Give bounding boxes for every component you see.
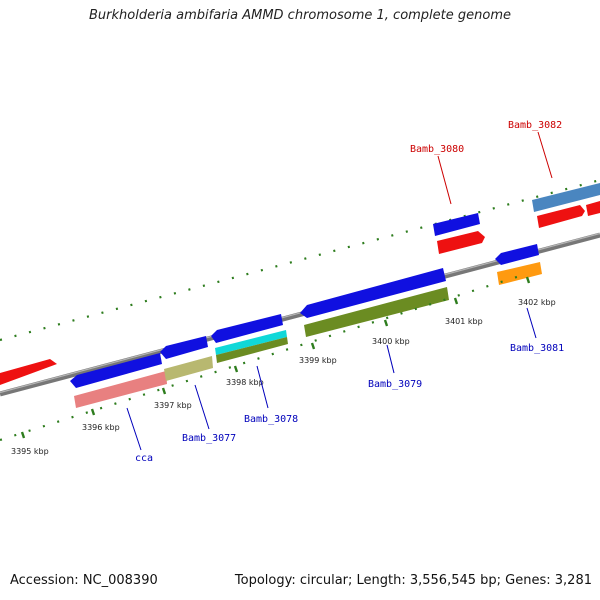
major-tick-3402 — [525, 276, 531, 284]
map-title: Burkholderia ambifaria AMMD chromosome 1… — [88, 8, 512, 23]
accession-text: Accession: NC_008390 — [10, 573, 158, 588]
gene-bar-orange-bamb-3081[interactable] — [497, 262, 542, 285]
gene-label-bamb-3078[interactable]: Bamb_3078 — [244, 414, 298, 425]
rna-bar-olive-bamb-3079[interactable] — [304, 287, 449, 337]
tick-labels: 3395 kbp 3396 kbp 3397 kbp 3398 kbp 3399… — [11, 298, 556, 456]
major-tick-3395 — [20, 431, 26, 439]
leader-line-bamb-3082 — [537, 131, 553, 179]
major-ticks — [20, 276, 531, 439]
rna-bar-olive-bamb-3078[interactable] — [216, 337, 288, 363]
leader-line-bamb-3080 — [437, 155, 452, 205]
major-tick-3396 — [90, 408, 96, 416]
leader-line-cca — [126, 407, 142, 451]
gene-bar-bamb-3082-steel[interactable] — [532, 183, 600, 212]
reverse-gene-labels: cca Bamb_3077 Bamb_3078 Bamb_3079 Bamb_3… — [126, 307, 564, 464]
genome-summary-text: Topology: circular; Length: 3,556,545 bp… — [234, 573, 592, 588]
major-tick-3397 — [161, 387, 167, 395]
gene-bar-bamb-3082-red-1[interactable] — [537, 205, 585, 228]
tick-label-3398: 3398 kbp — [226, 378, 264, 387]
rna-bar-pink-cca[interactable] — [74, 371, 167, 408]
gene-bar-bamb-3080-red[interactable] — [437, 231, 485, 254]
gene-bar-red-left[interactable] — [0, 359, 57, 385]
tick-label-3400: 3400 kbp — [372, 337, 410, 346]
gene-bar-bamb-3082-red-2[interactable] — [586, 201, 600, 216]
leader-line-bamb-3078 — [256, 365, 269, 409]
leader-line-bamb-3081 — [526, 307, 537, 339]
forward-strand-features — [0, 183, 600, 385]
gene-label-bamb-3082[interactable]: Bamb_3082 — [508, 120, 562, 131]
rna-bar-khaki-bamb-3077[interactable] — [164, 356, 213, 381]
major-tick-3399 — [310, 342, 316, 350]
gene-bar-bamb-3080-blue[interactable] — [433, 213, 480, 236]
leader-line-bamb-3077 — [194, 384, 210, 430]
inner-tick-track — [0, 274, 521, 442]
tick-label-3402: 3402 kbp — [518, 298, 556, 307]
reverse-strand-features — [70, 244, 542, 408]
gene-bar-blue-cca[interactable] — [70, 353, 162, 388]
gene-bar-blue-bamb-3078[interactable] — [211, 314, 283, 343]
gene-label-cca[interactable]: cca — [135, 453, 153, 464]
major-tick-3400 — [383, 319, 389, 327]
gene-bar-blue-bamb-3077[interactable] — [160, 336, 208, 359]
rna-bar-cyan-bamb-3078[interactable] — [215, 330, 287, 355]
tick-label-3399: 3399 kbp — [299, 356, 337, 365]
forward-gene-labels: Bamb_3080 Bamb_3082 — [410, 120, 562, 205]
gene-label-bamb-3077[interactable]: Bamb_3077 — [182, 433, 236, 444]
tick-label-3395: 3395 kbp — [11, 447, 49, 456]
tick-label-3397: 3397 kbp — [154, 401, 192, 410]
gene-bar-blue-bamb-3081[interactable] — [495, 244, 539, 265]
gene-label-bamb-3080[interactable]: Bamb_3080 — [410, 144, 464, 155]
tick-label-3401: 3401 kbp — [445, 317, 483, 326]
gene-label-bamb-3081[interactable]: Bamb_3081 — [510, 343, 564, 354]
gene-label-bamb-3079[interactable]: Bamb_3079 — [368, 379, 422, 390]
major-tick-3398 — [233, 365, 239, 373]
gene-bar-blue-bamb-3079[interactable] — [300, 268, 446, 318]
major-tick-3401 — [453, 297, 459, 305]
leader-line-bamb-3079 — [386, 344, 395, 374]
tick-label-3396: 3396 kbp — [82, 423, 120, 432]
